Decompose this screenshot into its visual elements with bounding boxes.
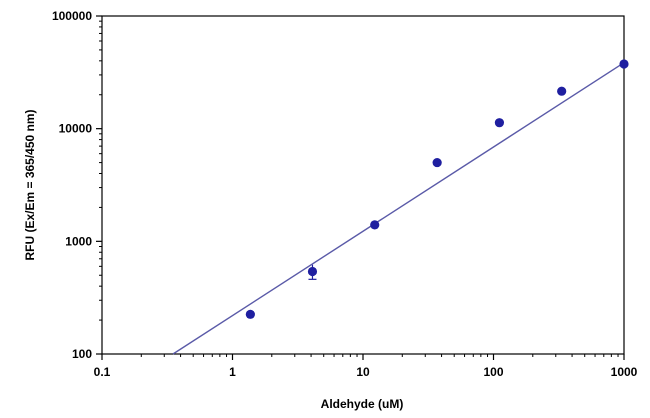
y-tick-label: 100000 <box>52 9 92 23</box>
x-axis-label: Aldehyde (uM) <box>321 397 404 411</box>
axes <box>101 15 625 355</box>
fit-line-group <box>172 62 625 355</box>
plot-frame <box>101 15 625 355</box>
y-tick-label: 1000 <box>65 234 92 248</box>
data-point <box>619 59 629 69</box>
y-tick-label: 10000 <box>59 122 93 136</box>
y-tick-label: 100 <box>72 347 92 361</box>
data-point <box>370 220 380 230</box>
data-point <box>307 266 318 277</box>
data-point <box>494 118 505 128</box>
ticks: 0.1 1 10 100 1000 100 1000 10000 100000 <box>52 9 638 379</box>
x-tick-label: 1000 <box>611 365 638 379</box>
x-tick-label: 100 <box>483 365 503 379</box>
x-tick-label: 0.1 <box>94 365 111 379</box>
data-point <box>557 86 567 96</box>
x-tick-label: 10 <box>356 365 370 379</box>
data-points <box>245 59 629 319</box>
fit-line <box>172 62 625 355</box>
data-point <box>432 157 442 168</box>
x-tick-label: 1 <box>229 365 236 379</box>
y-axis-label: RFU (Ex/Em = 365/450 nm) <box>23 109 37 260</box>
data-point <box>245 309 255 319</box>
